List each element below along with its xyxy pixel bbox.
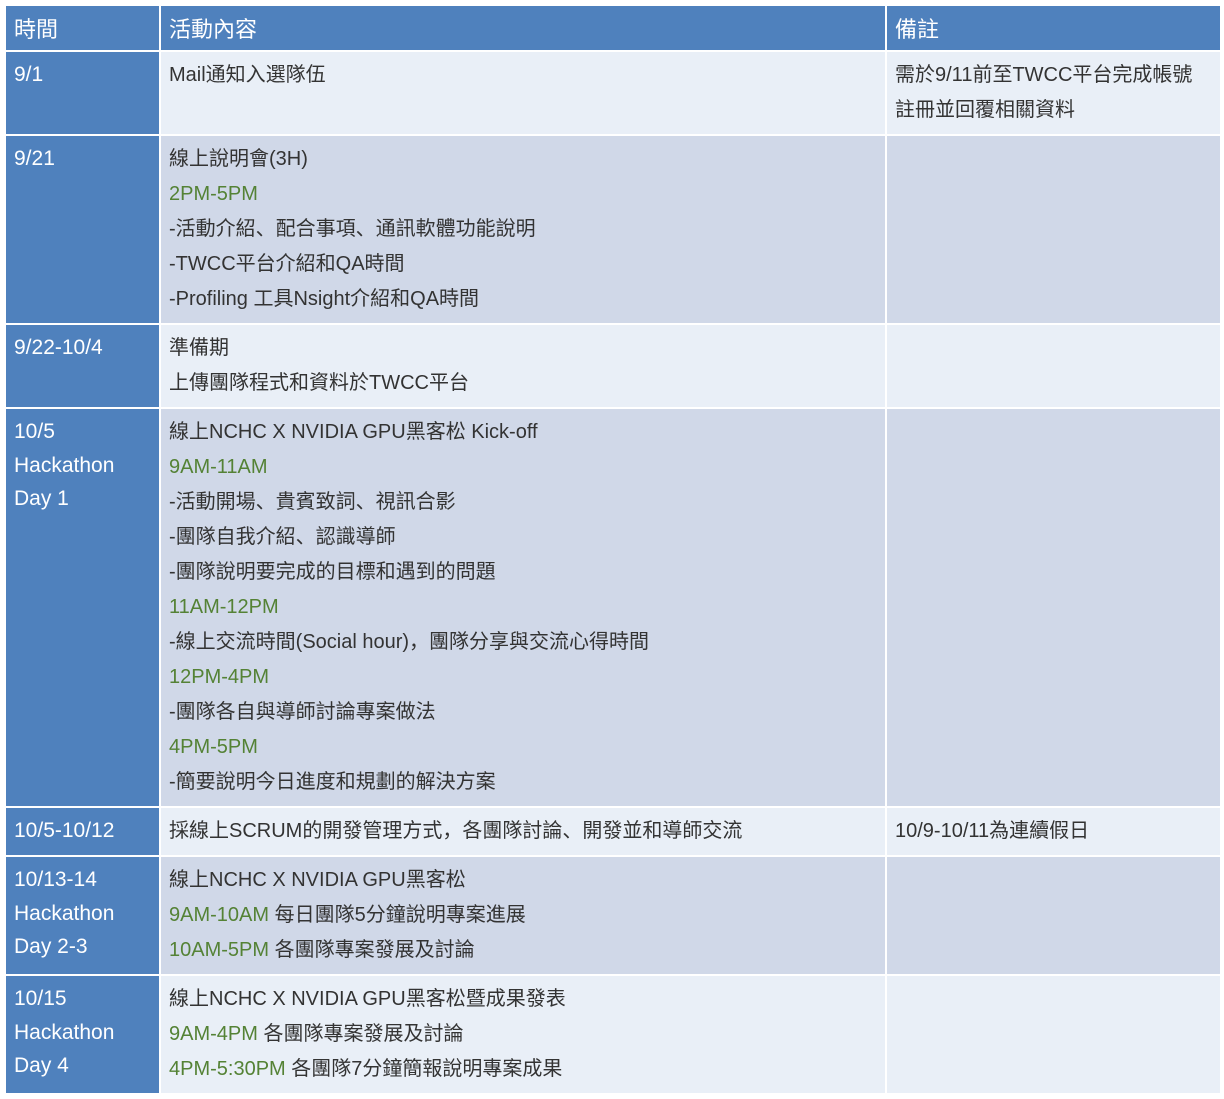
content-cell: 線上說明會(3H) 2PM-5PM -活動介紹、配合事項、通訊軟體功能說明-TWCC… (160, 135, 886, 324)
date-cell: 10/13-14HackathonDay 2-3 (5, 856, 160, 975)
content-line: -團隊說明要完成的目標和遇到的問題 (169, 555, 877, 590)
note-cell (886, 975, 1221, 1094)
content-line: -Profiling 工具Nsight介紹和QA時間 (169, 282, 877, 317)
content-text: 各團隊7分鐘簡報說明專案成果 (286, 1058, 563, 1080)
content-line: 11AM-12PM (169, 590, 877, 625)
content-text: 各團隊專案發展及討論 (269, 939, 475, 961)
note-cell (886, 135, 1221, 324)
date-line: Day 1 (14, 482, 151, 516)
content-line: 準備期 (169, 331, 877, 366)
content-line: -簡要說明今日進度和規劃的解決方案 (169, 765, 877, 800)
content-line: 9AM-11AM (169, 450, 877, 485)
table-row: 10/15HackathonDay 4 線上NCHC X NVIDIA GPU黑客… (5, 975, 1221, 1094)
date-cell: 9/1 (5, 51, 160, 135)
header-note: 備註 (886, 5, 1221, 51)
content-line: 2PM-5PM (169, 177, 877, 212)
date-line: 9/22-10/4 (14, 331, 151, 365)
table-row: 9/22-10/4 準備期上傳團隊程式和資料於TWCC平台 (5, 324, 1221, 408)
note-cell (886, 324, 1221, 408)
content-line: -活動介紹、配合事項、通訊軟體功能說明 (169, 212, 877, 247)
time-range: 2PM-5PM (169, 183, 258, 205)
content-line: 4PM-5PM (169, 730, 877, 765)
content-line: Mail通知入選隊伍 (169, 58, 877, 93)
content-line: 上傳團隊程式和資料於TWCC平台 (169, 366, 877, 401)
schedule-table: 時間 活動內容 備註 9/1 Mail通知入選隊伍需於9/11前至TWCC平台完成… (4, 4, 1222, 1095)
date-line: 9/1 (14, 58, 151, 92)
table-row: 10/5HackathonDay 1線上NCHC X NVIDIA GPU黑客松… (5, 408, 1221, 807)
time-range: 11AM-12PM (169, 596, 279, 618)
time-range: 9AM-4PM (169, 1023, 258, 1045)
date-cell: 9/21 (5, 135, 160, 324)
date-line: 10/5-10/12 (14, 814, 151, 848)
note-cell: 10/9-10/11為連續假日 (886, 807, 1221, 856)
content-cell: 準備期上傳團隊程式和資料於TWCC平台 (160, 324, 886, 408)
header-row: 時間 活動內容 備註 (5, 5, 1221, 51)
content-line: -活動開場、貴賓致詞、視訊合影 (169, 485, 877, 520)
note-cell (886, 856, 1221, 975)
content-line: -TWCC平台介紹和QA時間 (169, 247, 877, 282)
table-row: 9/1 Mail通知入選隊伍需於9/11前至TWCC平台完成帳號註冊並回覆相關資料 (5, 51, 1221, 135)
date-line: 10/5 (14, 415, 151, 449)
content-line: 4PM-5:30PM 各團隊7分鐘簡報說明專案成果 (169, 1052, 877, 1087)
date-line: 10/13-14 (14, 863, 151, 897)
date-cell: 10/15HackathonDay 4 (5, 975, 160, 1094)
content-line: -線上交流時間(Social hour)，團隊分享與交流心得時間 (169, 625, 877, 660)
time-range: 4PM-5PM (169, 736, 258, 758)
date-line: Hackathon (14, 1016, 151, 1050)
content-cell: Mail通知入選隊伍 (160, 51, 886, 135)
table-row: 10/5-10/12 採線上SCRUM的開發管理方式，各團隊討論、開發並和導師交流… (5, 807, 1221, 856)
content-line: 採線上SCRUM的開發管理方式，各團隊討論、開發並和導師交流 (169, 814, 877, 849)
content-line: 12PM-4PM (169, 660, 877, 695)
time-range: 10AM-5PM (169, 939, 269, 961)
note-cell (886, 408, 1221, 807)
date-line: Day 2-3 (14, 930, 151, 964)
content-line: -團隊自我介紹、認識導師 (169, 520, 877, 555)
note-cell: 需於9/11前至TWCC平台完成帳號註冊並回覆相關資料 (886, 51, 1221, 135)
date-line: Hackathon (14, 449, 151, 483)
content-line: 9AM-10AM 每日團隊5分鐘說明專案進展 (169, 898, 877, 933)
content-line: 10AM-5PM 各團隊專案發展及討論 (169, 933, 877, 968)
time-range: 9AM-11AM (169, 456, 268, 478)
date-cell: 10/5HackathonDay 1 (5, 408, 160, 807)
header-activity: 活動內容 (160, 5, 886, 51)
time-range: 12PM-4PM (169, 666, 269, 688)
date-line: Hackathon (14, 897, 151, 931)
content-line: 線上NCHC X NVIDIA GPU黑客松 Kick-off (169, 415, 877, 450)
date-cell: 10/5-10/12 (5, 807, 160, 856)
content-cell: 採線上SCRUM的開發管理方式，各團隊討論、開發並和導師交流 (160, 807, 886, 856)
date-cell: 9/22-10/4 (5, 324, 160, 408)
content-line: 線上NCHC X NVIDIA GPU黑客松 (169, 863, 877, 898)
content-cell: 線上NCHC X NVIDIA GPU黑客松9AM-10AM 每日團隊5分鐘說明… (160, 856, 886, 975)
content-line: 9AM-4PM 各團隊專案發展及討論 (169, 1017, 877, 1052)
table-row: 9/21線上說明會(3H)2PM-5PM-活動介紹、配合事項、通訊軟體功能說明-… (5, 135, 1221, 324)
content-cell: 線上NCHC X NVIDIA GPU黑客松 Kick-off 9AM-11AM -… (160, 408, 886, 807)
content-line: 線上NCHC X NVIDIA GPU黑客松暨成果發表 (169, 982, 877, 1017)
date-line: 9/21 (14, 142, 151, 176)
content-line: 線上說明會(3H) (169, 142, 877, 177)
table-row: 10/13-14HackathonDay 2-3 線上NCHC X NVIDIA … (5, 856, 1221, 975)
content-cell: 線上NCHC X NVIDIA GPU黑客松暨成果發表9AM-4PM 各團隊專案… (160, 975, 886, 1094)
time-range: 4PM-5:30PM (169, 1058, 286, 1080)
date-line: Day 4 (14, 1049, 151, 1083)
time-range: 9AM-10AM (169, 904, 269, 926)
content-text: 每日團隊5分鐘說明專案進展 (269, 904, 526, 926)
date-line: 10/15 (14, 982, 151, 1016)
header-time: 時間 (5, 5, 160, 51)
content-line: -團隊各自與導師討論專案做法 (169, 695, 877, 730)
content-text: 各團隊專案發展及討論 (258, 1023, 464, 1045)
